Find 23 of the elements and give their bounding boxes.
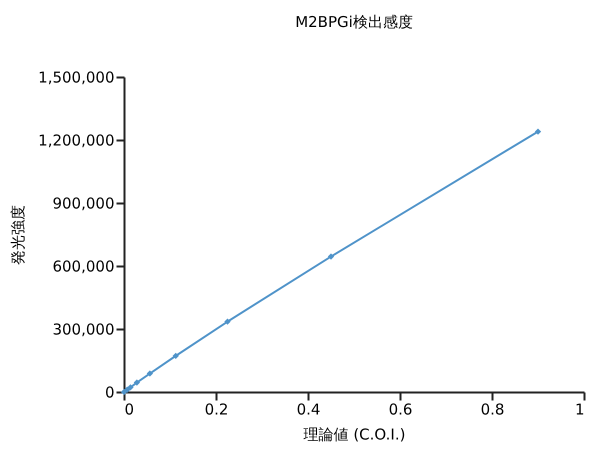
x-tick-label: 0.6 — [388, 400, 412, 418]
point — [328, 253, 334, 260]
chart-title: M2BPGi検出感度 — [295, 13, 413, 31]
y-tick-label: 1,200,000 — [38, 132, 114, 150]
y-tick-label: 1,500,000 — [38, 68, 114, 86]
x-tick-label: 1 — [574, 400, 584, 418]
point — [146, 370, 154, 377]
y-tick-label: 600,000 — [52, 258, 114, 276]
point — [127, 384, 134, 391]
y-tick-label: 300,000 — [52, 320, 114, 338]
x-axis-title: 理論値 (C.O.I.) — [304, 426, 406, 444]
x-tick-label: 0 — [124, 400, 134, 418]
point — [172, 352, 179, 360]
x-tick-label: 0.4 — [296, 400, 320, 418]
x-tick-label: 0.2 — [204, 400, 228, 418]
point — [120, 388, 128, 396]
point — [534, 128, 542, 135]
y-axis-title: 発光強度 — [9, 205, 28, 265]
y-tick-label: 0 — [104, 384, 114, 402]
point — [134, 379, 140, 386]
x-tick-label: 0.8 — [480, 400, 504, 418]
point — [224, 318, 231, 325]
y-tick-label: 900,000 — [52, 194, 114, 212]
